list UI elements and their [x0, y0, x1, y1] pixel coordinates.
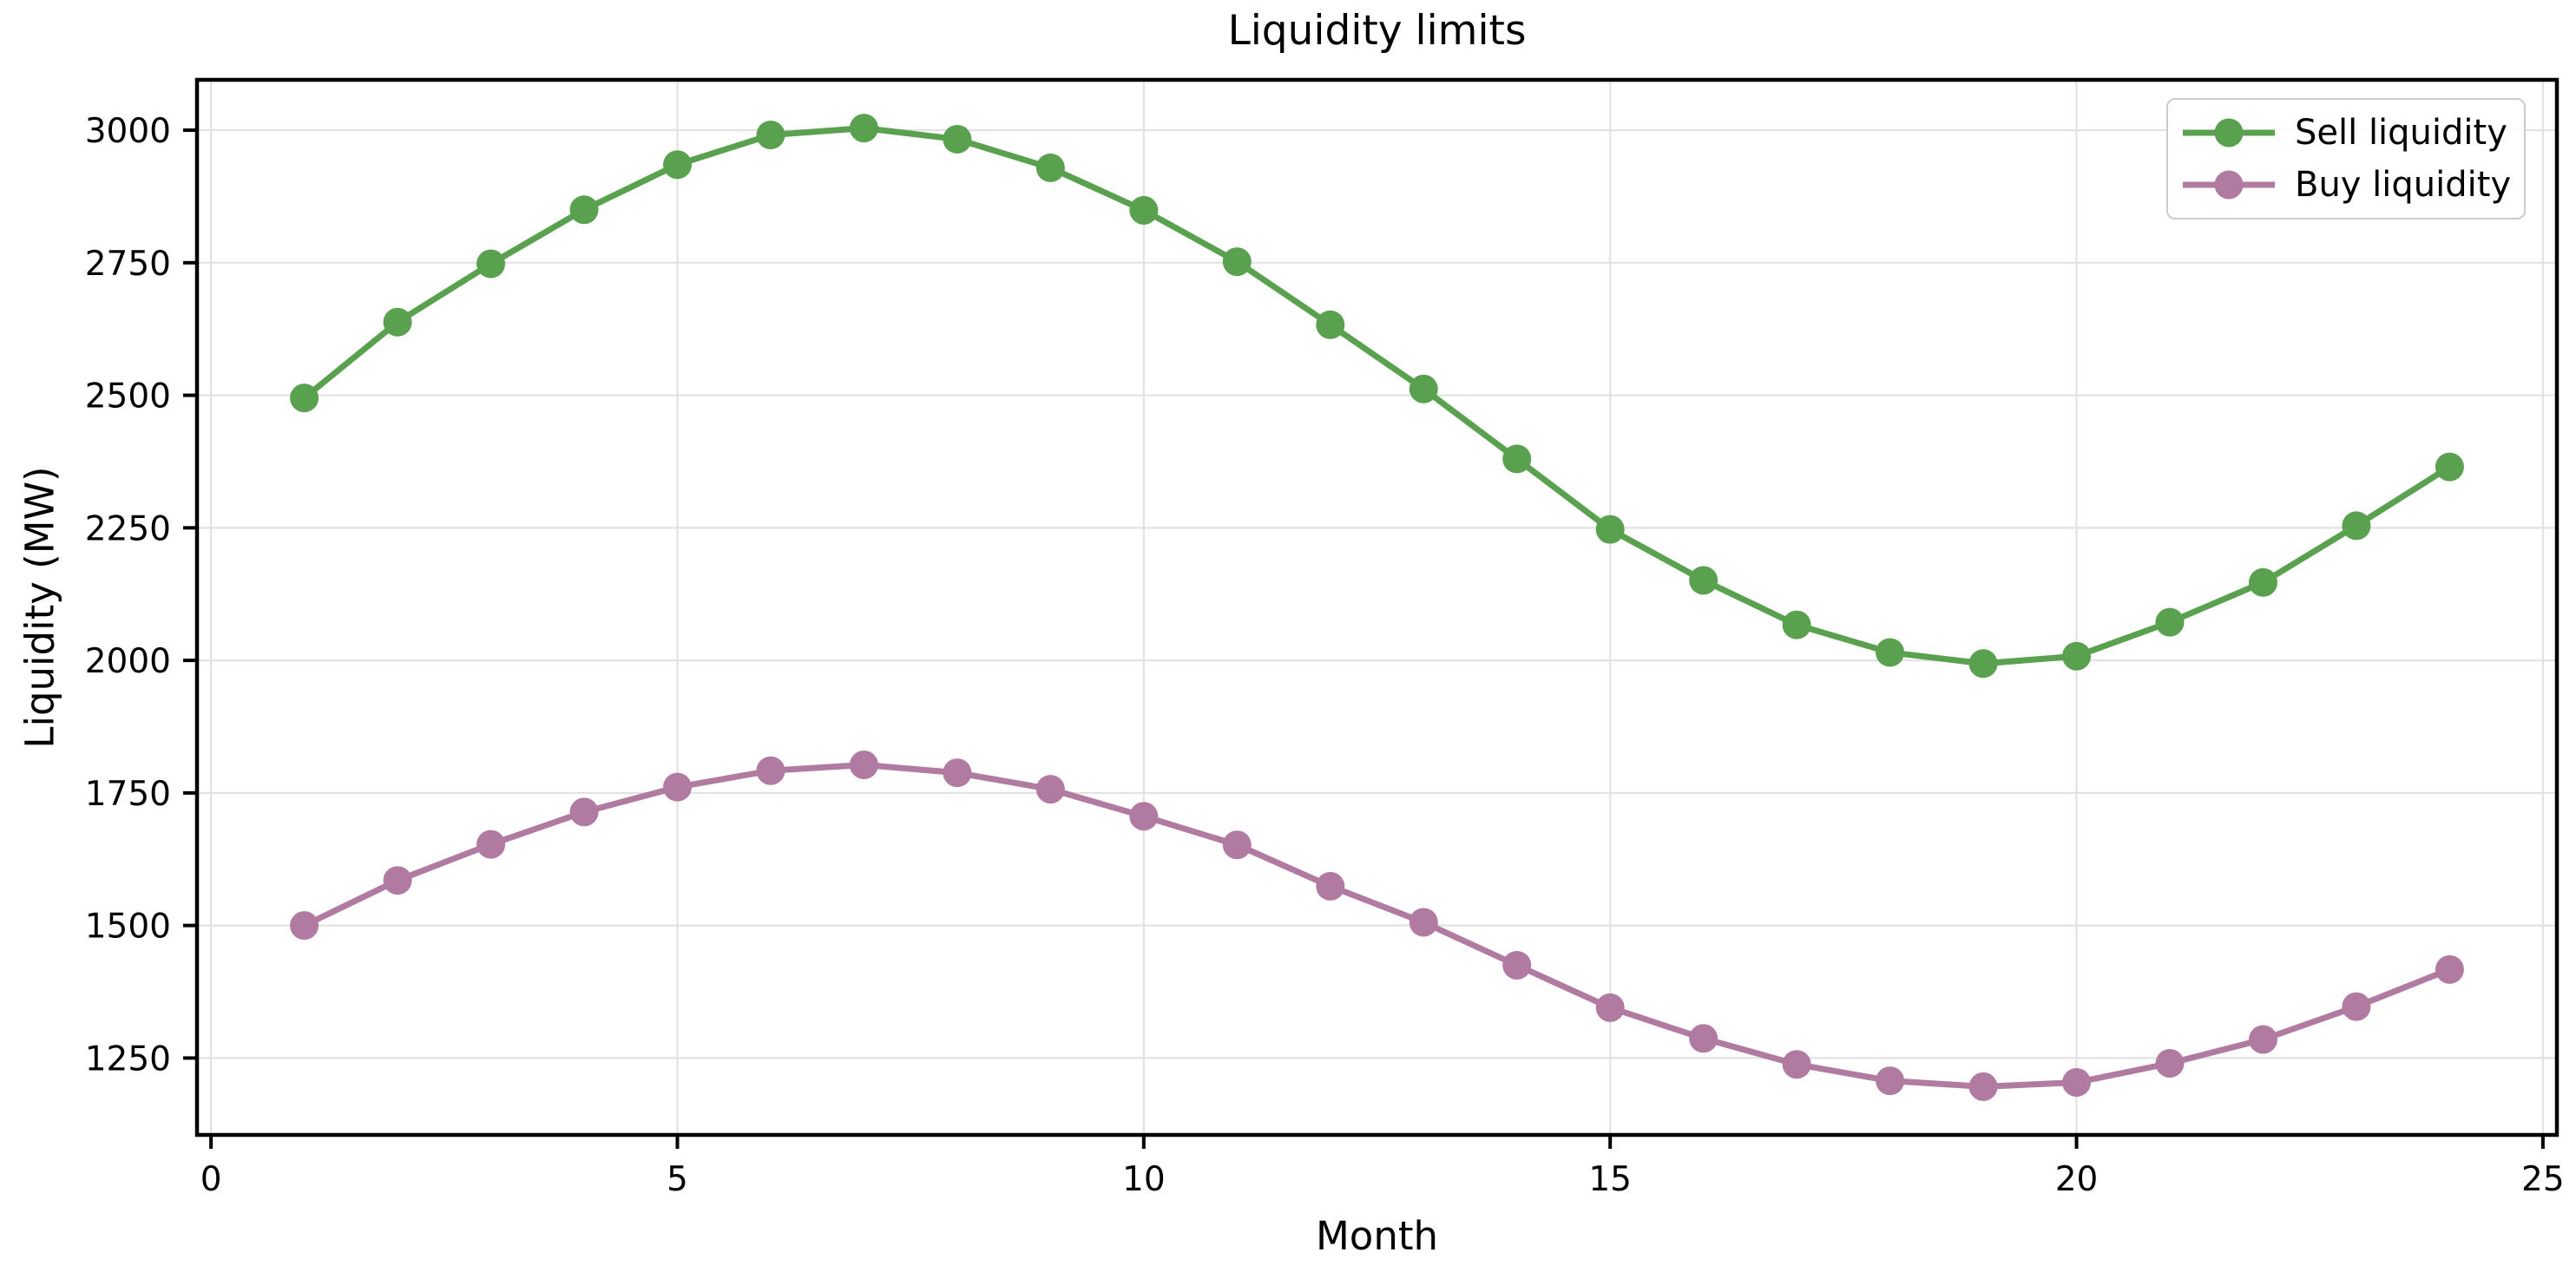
svg-text:0: 0: [200, 1160, 222, 1199]
buy-line-sample: [2183, 170, 2275, 200]
svg-text:2250: 2250: [85, 509, 171, 548]
x-axis-label: Month: [1315, 1213, 1439, 1259]
legend-label-sell: Sell liquidity: [2295, 113, 2507, 153]
svg-text:15: 15: [1588, 1160, 1632, 1199]
sell-line-sample: [2183, 118, 2275, 148]
legend-label-buy: Buy liquidity: [2295, 165, 2512, 205]
svg-text:3000: 3000: [85, 112, 171, 151]
svg-text:1250: 1250: [85, 1039, 171, 1079]
svg-text:2000: 2000: [85, 642, 171, 681]
svg-text:1750: 1750: [85, 775, 171, 814]
svg-text:20: 20: [2055, 1160, 2099, 1199]
legend: Sell liquidity Buy liquidity: [2166, 98, 2526, 220]
svg-text:2750: 2750: [85, 245, 171, 284]
chart-title: Liquidity limits: [1227, 7, 1527, 55]
y-axis-label: Liquidity (MW): [16, 466, 63, 749]
svg-text:2500: 2500: [85, 377, 171, 416]
svg-text:25: 25: [2521, 1160, 2565, 1199]
legend-item-buy: Buy liquidity: [2180, 159, 2512, 211]
svg-text:10: 10: [1122, 1160, 1166, 1199]
svg-text:1500: 1500: [85, 908, 171, 947]
legend-item-sell: Sell liquidity: [2180, 107, 2512, 159]
svg-text:5: 5: [667, 1160, 688, 1199]
